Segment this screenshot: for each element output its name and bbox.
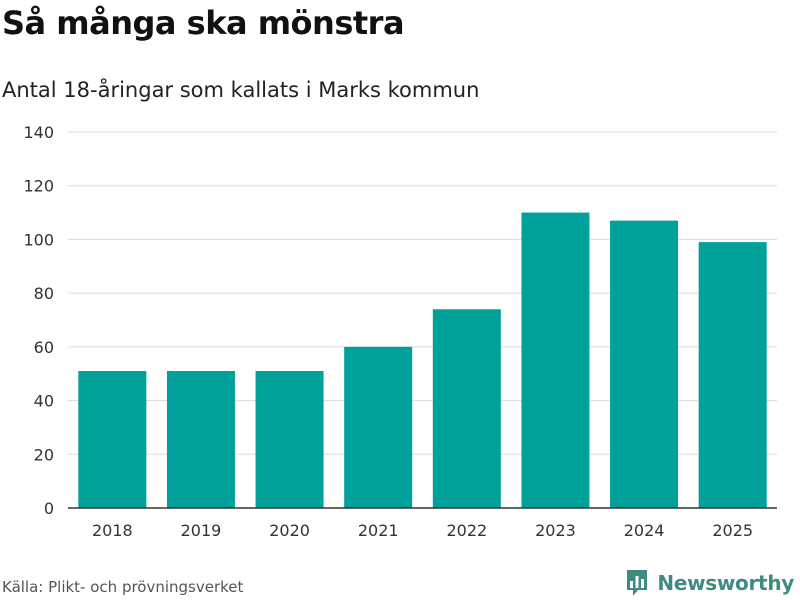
y-tick-label: 60 (34, 338, 54, 357)
bar-2023[interactable] (521, 212, 590, 509)
chart-title: Så många ska mönstra (2, 4, 405, 42)
bar-2020[interactable] (255, 371, 324, 508)
y-tick-label: 0 (44, 499, 54, 518)
bar-2019[interactable] (166, 371, 235, 508)
brand-name: Newsworthy (657, 571, 794, 595)
bars (78, 212, 767, 509)
bar-2022[interactable] (432, 309, 501, 508)
y-tick-label: 20 (34, 445, 54, 464)
y-tick-label: 140 (23, 123, 54, 142)
x-tick-label: 2018 (92, 521, 133, 540)
bar-chart-icon (627, 570, 648, 596)
y-axis-ticks: 0 20 40 60 80 100 120 140 (23, 123, 54, 518)
x-tick-label: 2023 (535, 521, 576, 540)
y-tick-label: 120 (23, 177, 54, 196)
bar-2024[interactable] (610, 220, 679, 508)
brand-logo[interactable]: Newsworthy (625, 568, 794, 598)
y-tick-label: 80 (34, 284, 54, 303)
y-tick-label: 100 (23, 230, 54, 249)
chart-subtitle: Antal 18-åringar som kallats i Marks kom… (2, 78, 480, 102)
x-tick-label: 2022 (446, 521, 487, 540)
bar-2018[interactable] (78, 371, 147, 508)
bar-2021[interactable] (344, 346, 413, 508)
x-tick-label: 2025 (712, 521, 753, 540)
x-tick-label: 2020 (269, 521, 310, 540)
x-axis-ticks: 2018 2019 2020 2021 2022 2023 2024 2025 (92, 521, 753, 540)
x-tick-label: 2021 (358, 521, 399, 540)
source-note: Källa: Plikt- och prövningsverket (2, 578, 244, 596)
bar-2025[interactable] (698, 242, 767, 508)
y-tick-label: 40 (34, 392, 54, 411)
x-tick-label: 2019 (181, 521, 222, 540)
x-tick-label: 2024 (624, 521, 665, 540)
